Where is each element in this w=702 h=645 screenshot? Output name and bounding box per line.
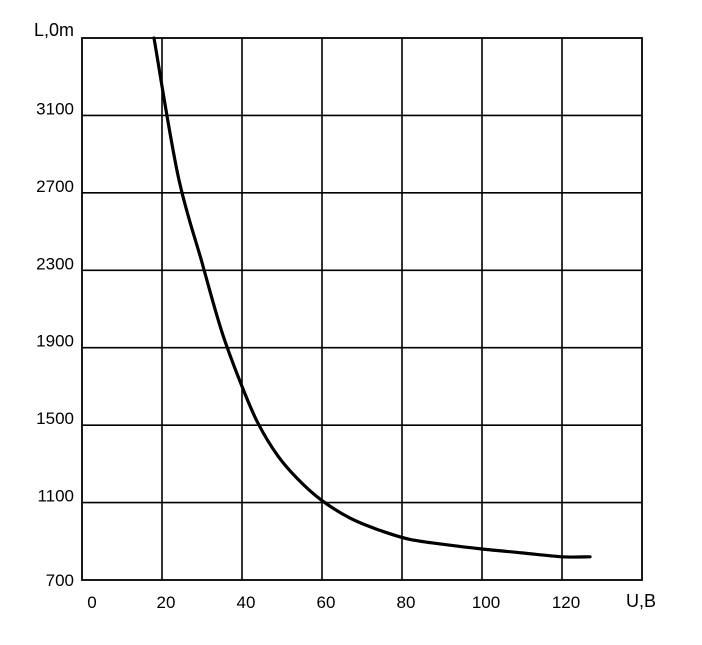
x-tick-label-0: 0 — [87, 593, 96, 612]
y-tick-label-3100: 3100 — [36, 99, 74, 118]
y-tick-label-1900: 1900 — [36, 332, 74, 351]
y-axis-label: L,0m — [34, 20, 74, 40]
series-line-0 — [152, 36, 592, 559]
series-layer — [152, 36, 592, 559]
x-tick-label-40: 40 — [237, 593, 256, 612]
y-tick-label-1500: 1500 — [36, 409, 74, 428]
x-tick-label-120: 120 — [552, 593, 580, 612]
plot-border — [81, 37, 643, 581]
y-tick-label-2300: 2300 — [36, 254, 74, 273]
y-tick-label-1100: 1100 — [37, 487, 74, 506]
x-tick-label-60: 60 — [317, 593, 336, 612]
y-tick-label-2700: 2700 — [36, 177, 74, 196]
x-tick-label-20: 20 — [157, 593, 176, 612]
x-tick-label-80: 80 — [397, 593, 416, 612]
x-axis-ticks: 0 20 40 60 80 100 120 — [87, 593, 580, 612]
y-axis-ticks: 700 1100 1500 1900 2300 2700 3100 — [36, 99, 74, 590]
plot-frame — [81, 37, 643, 581]
y-tick-label-700: 700 — [46, 571, 74, 590]
x-tick-label-100: 100 — [472, 593, 500, 612]
grid-lines — [82, 38, 642, 580]
x-axis-label: U,B — [626, 591, 656, 611]
